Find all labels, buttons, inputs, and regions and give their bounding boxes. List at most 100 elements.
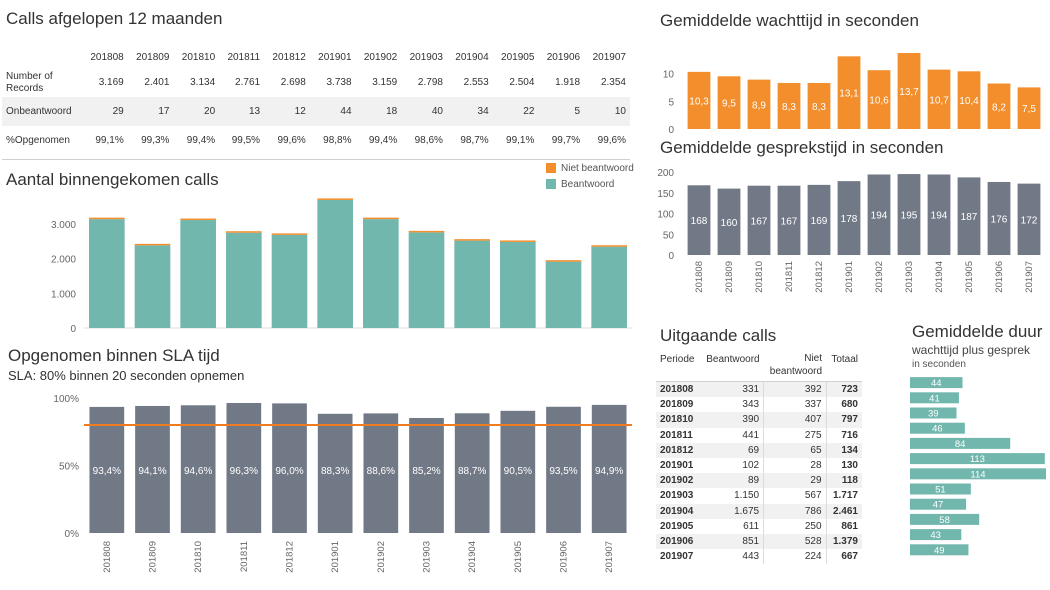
sla-bar-label: 93,4% xyxy=(93,466,121,477)
incoming-legend: Niet beantwoord Beantwoord xyxy=(546,161,634,193)
wait-bar-label: 9,5 xyxy=(722,99,736,110)
summary-cell: 3.159 xyxy=(372,77,398,88)
incoming-bar-beantwoord xyxy=(180,220,216,328)
summary-divider xyxy=(2,159,630,160)
incoming-bar-beantwoord xyxy=(226,232,262,328)
wait-bar-label: 8,3 xyxy=(782,102,796,113)
outgoing-row: 201901 102 28 130 xyxy=(656,457,862,474)
talk-x-tick: 201811 xyxy=(784,261,795,292)
sla-x-tick: 201809 xyxy=(148,541,159,573)
col-beantwoord: Beantwoord xyxy=(700,352,764,382)
summary-row: %Opgenomen 99,1% 99,3% 99,4% 99,5% 99,6% 98,8%… xyxy=(2,126,630,155)
summary-period-header: 201810 xyxy=(181,51,216,63)
sla-bar xyxy=(89,406,125,533)
summary-cell: 99,5% xyxy=(231,135,261,146)
outgoing-cell-totaal: 134 xyxy=(825,442,862,458)
incoming-chart: 0 1.000 2.000 3.000 xyxy=(51,198,632,335)
legend-swatch-teal xyxy=(546,179,556,190)
outgoing-cell-periode: 201810 xyxy=(656,412,700,428)
talk-bar-label: 167 xyxy=(751,216,768,227)
incoming-bar-beantwoord xyxy=(454,240,490,328)
outgoing-cell-beantwoord: 69 xyxy=(700,442,764,458)
summary-row-label: Onbeantwoord xyxy=(2,97,82,126)
summary-cell: 34 xyxy=(446,97,493,126)
summary-cell: 2.354 xyxy=(600,77,626,88)
sla-bar-label: 88,6% xyxy=(367,466,395,477)
wait-bar xyxy=(777,82,801,129)
duration-bar-label: 41 xyxy=(929,393,940,404)
summary-title: Calls afgelopen 12 maanden xyxy=(6,9,223,28)
summary-row-label-line2: Records xyxy=(6,82,44,94)
incoming-bar-niet xyxy=(591,245,627,247)
summary-cell: 2.761 xyxy=(235,77,261,88)
outgoing-cell-periode: 201905 xyxy=(660,520,694,532)
wait-title: Gemiddelde wachttijd in seconden xyxy=(660,11,919,30)
outgoing-cell-periode: 201906 xyxy=(656,533,700,550)
summary-cell: 2.401 xyxy=(144,77,170,88)
incoming-y-tick: 0 xyxy=(70,324,76,335)
sla-bar-label: 88,3% xyxy=(321,466,349,477)
incoming-y-tick: 1.000 xyxy=(51,289,76,300)
outgoing-row: 201812 69 65 134 xyxy=(656,442,862,458)
outgoing-cell-niet: 337 xyxy=(763,397,827,413)
talk-y-tick: 0 xyxy=(668,251,674,262)
wait-bar-label: 7,5 xyxy=(1022,104,1036,115)
talk-bar xyxy=(837,181,861,255)
summary-row-label-line1: Onbeantwoord xyxy=(6,105,72,117)
outgoing-cell-totaal: 2.461 xyxy=(825,503,862,519)
wait-bar xyxy=(687,71,711,129)
summary-period-header: 201905 xyxy=(501,51,535,63)
wait-bar-label: 13,7 xyxy=(899,87,919,98)
talk-x-tick: 201812 xyxy=(814,261,825,293)
incoming-bar-niet xyxy=(134,243,171,246)
incoming-bar-beantwoord xyxy=(545,261,582,328)
sla-x-tick: 201904 xyxy=(467,541,478,573)
duration-bar-label: 47 xyxy=(933,500,944,511)
duration-subtitle: wachttijd plus gesprek xyxy=(912,343,1031,357)
incoming-bar-niet xyxy=(454,239,490,241)
incoming-bar-beantwoord xyxy=(408,232,445,328)
sla-x-tick: 201808 xyxy=(102,541,113,573)
outgoing-title: Uitgaande calls xyxy=(660,326,777,345)
wait-bar xyxy=(717,76,741,129)
duration-bar-label: 58 xyxy=(939,515,950,526)
outgoing-cell-niet: 250 xyxy=(763,518,827,534)
sla-x-tick: 201903 xyxy=(422,541,433,573)
summary-cell: 1.918 xyxy=(555,77,581,88)
sla-x-tick: 201811 xyxy=(239,541,250,572)
outgoing-cell-beantwoord: 1.150 xyxy=(734,490,760,502)
outgoing-row: 201906 851 528 1.379 xyxy=(656,533,862,550)
duration-bar-label: 39 xyxy=(928,409,939,420)
summary-period-header: 201812 xyxy=(272,51,306,63)
summary-cell: 20 xyxy=(173,97,220,126)
wait-bar xyxy=(1017,87,1041,129)
summary-cell: 98,7% xyxy=(460,135,489,146)
sla-y-tick: 50% xyxy=(59,462,79,473)
outgoing-cell-niet: 407 xyxy=(763,412,827,428)
sla-bar-label: 96,3% xyxy=(230,466,258,477)
summary-cell: 2.504 xyxy=(509,77,535,88)
outgoing-row: 201810 390 407 797 xyxy=(656,412,862,428)
incoming-bar-beantwoord xyxy=(591,246,627,328)
outgoing-row: 201811 441 275 716 xyxy=(656,427,862,443)
talk-x-tick: 201905 xyxy=(964,261,975,293)
talk-y-tick: 50 xyxy=(663,230,675,241)
talk-x-tick: 201904 xyxy=(934,261,945,293)
talk-bar xyxy=(897,174,921,255)
summary-row: Number of Records 3.169 2.401 3.134 2.761 2.69… xyxy=(2,68,630,97)
sla-x-tick: 201901 xyxy=(330,541,341,573)
summary-cell: 99,1% xyxy=(506,135,535,146)
outgoing-cell-periode: 201904 xyxy=(656,503,700,519)
legend-item-niet: Niet beantwoord xyxy=(546,161,634,177)
legend-item-beantwoord: Beantwoord xyxy=(546,177,634,193)
summary-row-label-line1: %Opgenomen xyxy=(6,134,70,146)
duration-title: Gemiddelde duur xyxy=(912,322,1043,341)
summary-cell: 2.798 xyxy=(417,77,443,88)
outgoing-row: 201808 331 392 723 xyxy=(656,381,862,398)
col-periode: Periode xyxy=(656,352,700,382)
summary-period-header: 201903 xyxy=(409,51,443,63)
duration-bar-label: 49 xyxy=(934,545,945,556)
talk-bar-label: 187 xyxy=(961,212,978,223)
duration-bar-label: 46 xyxy=(932,424,943,435)
duration-bar-label: 114 xyxy=(970,469,985,480)
